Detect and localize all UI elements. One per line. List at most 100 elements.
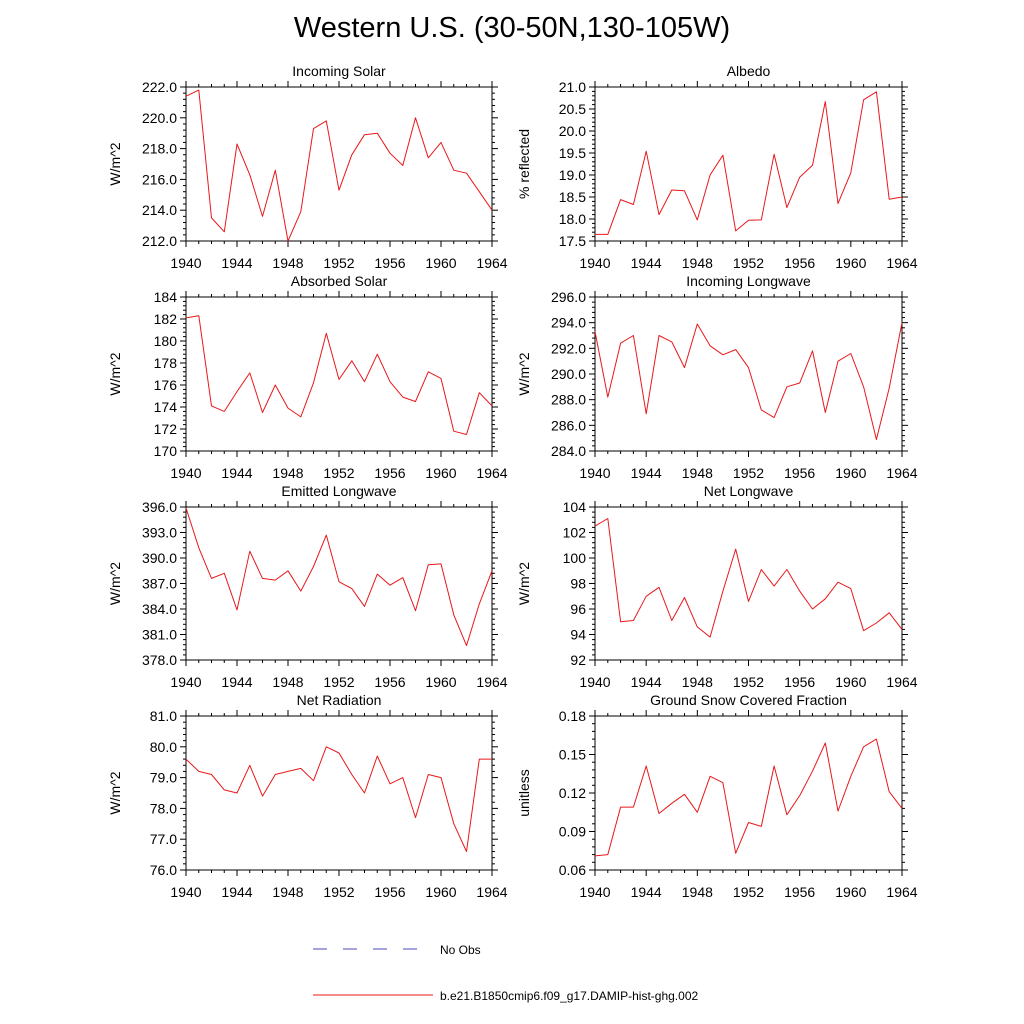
x-tick-label: 1944 [631,674,662,690]
y-axis-label: W/m^2 [516,352,532,395]
x-tick-label: 1960 [425,884,456,900]
y-tick-label: 288.0 [551,392,586,408]
x-tick-label: 1956 [374,465,405,481]
x-tick-label: 1944 [221,255,252,271]
y-tick-label: 100 [563,550,587,566]
x-tick-label: 1940 [170,674,201,690]
y-axis-label: W/m^2 [107,562,123,605]
x-tick-label: 1956 [784,255,815,271]
y-tick-label: 96 [570,601,586,617]
series-line [185,746,492,852]
plot-frame [594,715,903,871]
x-tick-label: 1956 [784,884,815,900]
y-tick-label: 0.12 [559,785,586,801]
chart-panel: Incoming Longwave W/m^2 284.0 286.0 288.0 290… [516,273,918,481]
y-tick-label: 222.0 [142,79,177,95]
y-tick-label: 290.0 [551,366,586,382]
x-tick-label: 1964 [886,255,917,271]
panel-title: Net Radiation [297,692,382,708]
x-tick-label: 1960 [425,465,456,481]
y-axis-label: W/m^2 [107,142,123,185]
x-tick-label: 1956 [374,674,405,690]
y-tick-label: 81.0 [150,708,177,724]
y-axis-label: W/m^2 [107,771,123,814]
y-tick-label: 396.0 [142,499,177,515]
x-tick-label: 1964 [476,465,507,481]
y-tick-label: 178 [154,355,178,371]
y-tick-label: 218.0 [142,141,177,157]
chart-panel: Emitted Longwave W/m^2 378.0 381.0 384.0 387.… [107,483,508,690]
x-tick-label: 1948 [272,884,303,900]
series-line [185,315,493,435]
y-tick-label: 378.0 [142,652,177,668]
x-tick-label: 1948 [272,674,303,690]
y-tick-label: 174 [154,399,178,415]
panel-title: Ground Snow Covered Fraction [650,692,847,708]
plot-frame [185,715,493,871]
panel-title: Albedo [727,63,771,79]
y-tick-label: 80.0 [150,739,177,755]
y-tick-label: 393.0 [142,525,177,541]
y-tick-label: 220.0 [142,110,177,126]
x-tick-label: 1952 [323,674,354,690]
y-tick-label: 184 [154,289,178,305]
x-tick-label: 1960 [425,255,456,271]
y-tick-label: 21.0 [559,79,586,95]
y-tick-label: 286.0 [551,417,586,433]
x-tick-label: 1948 [682,255,713,271]
y-tick-label: 98 [570,576,586,592]
x-tick-label: 1952 [323,884,354,900]
x-tick-label: 1944 [631,884,662,900]
y-tick-label: 216.0 [142,171,177,187]
chart-panel: Albedo % reflected 17.5 18.0 18.5 19.0 19.5 20.… [516,63,918,271]
chart-panel: Incoming Solar W/m^2 212.0 214.0 216.0 218.0 2… [107,63,508,271]
panel-title: Net Longwave [704,483,794,499]
y-axis-label: unitless [516,769,532,816]
y-tick-label: 172 [154,421,178,437]
y-tick-label: 79.0 [150,770,177,786]
y-tick-label: 180 [154,333,178,349]
x-tick-label: 1960 [835,884,866,900]
chart-panel: Net Longwave W/m^2 92 94 96 98 100 102 104 1940 19… [516,483,918,690]
y-tick-label: 170 [154,443,178,459]
series-line [594,738,903,857]
series-line [594,322,903,440]
plot-frame [594,86,903,242]
x-tick-label: 1956 [374,255,405,271]
x-tick-label: 1964 [476,255,507,271]
x-tick-label: 1940 [579,884,610,900]
plot-frame [594,506,903,661]
x-tick-label: 1948 [682,674,713,690]
y-tick-label: 0.18 [559,708,586,724]
panel-title: Incoming Longwave [686,273,811,289]
x-tick-label: 1960 [425,674,456,690]
x-tick-label: 1940 [170,255,201,271]
x-tick-label: 1952 [323,255,354,271]
x-tick-label: 1960 [835,465,866,481]
panel-title: Emitted Longwave [281,483,396,499]
chart-panel: Net Radiation W/m^2 76.0 77.0 78.0 79.0 80.0 81… [107,692,508,900]
y-tick-label: 292.0 [551,340,586,356]
series-line [594,518,903,638]
x-tick-label: 1948 [272,465,303,481]
y-tick-label: 76.0 [150,862,177,878]
x-tick-label: 1952 [733,674,764,690]
series-line [185,507,493,647]
y-tick-label: 176 [154,377,178,393]
x-tick-label: 1964 [886,884,917,900]
x-tick-label: 1944 [631,465,662,481]
y-tick-label: 381.0 [142,627,177,643]
x-tick-label: 1956 [784,465,815,481]
y-tick-label: 17.5 [559,233,586,249]
x-tick-label: 1964 [476,884,507,900]
y-tick-label: 0.06 [559,862,586,878]
legend: No Obs b.e21.B1850cmip6.f09_g17.DAMIP-his… [313,943,698,1003]
y-axis-label: W/m^2 [107,352,123,395]
y-tick-label: 20.5 [559,101,586,117]
x-tick-label: 1956 [784,674,815,690]
x-tick-label: 1952 [733,884,764,900]
y-tick-label: 384.0 [142,601,177,617]
y-axis-label: % reflected [516,129,532,199]
